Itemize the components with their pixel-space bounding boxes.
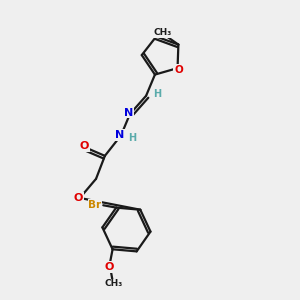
Text: O: O [104, 262, 114, 272]
Text: Br: Br [88, 200, 102, 210]
Text: CH₃: CH₃ [104, 279, 122, 288]
Text: CH₃: CH₃ [153, 28, 171, 37]
Text: N: N [124, 108, 133, 118]
Text: O: O [174, 64, 183, 75]
Text: O: O [74, 193, 83, 203]
Text: H: H [153, 89, 161, 99]
Text: N: N [115, 130, 124, 140]
Text: H: H [128, 133, 136, 142]
Text: O: O [80, 141, 89, 152]
